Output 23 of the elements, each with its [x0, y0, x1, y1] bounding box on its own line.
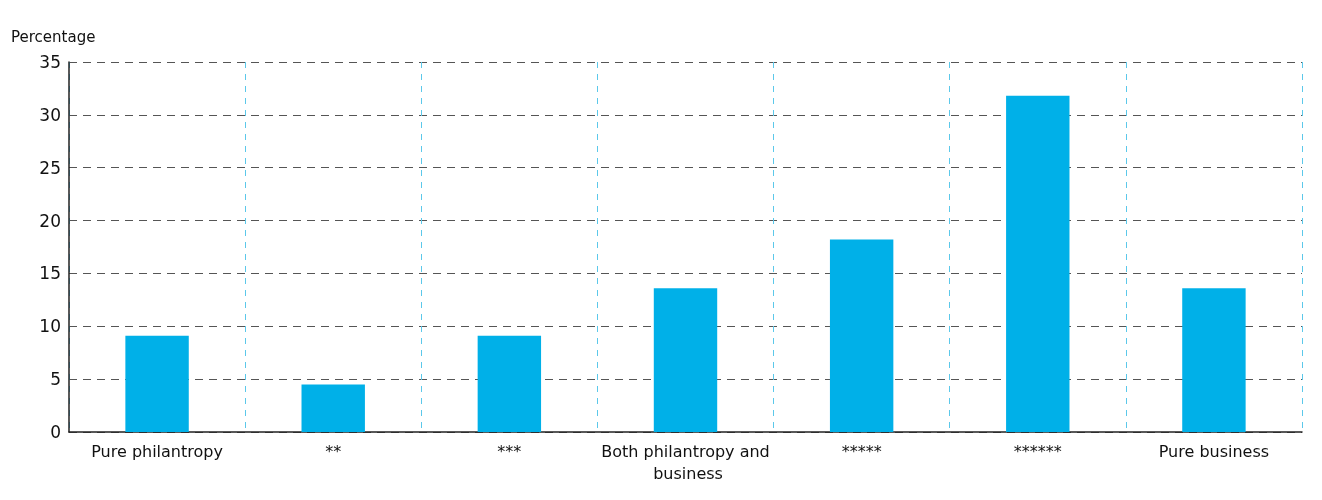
bar: [125, 335, 189, 432]
y-tick-label: 10: [39, 316, 61, 337]
bar: [477, 335, 542, 432]
y-tick-label: 35: [39, 52, 61, 72]
y-tick-label: 20: [39, 210, 61, 231]
x-tick-label: ******: [1013, 441, 1062, 461]
x-tick-label: Both philantropy and business: [601, 441, 770, 483]
bar: [653, 288, 718, 432]
y-tick-label: 5: [50, 369, 61, 390]
bar: [301, 384, 365, 432]
y-axis-title: Percentage: [11, 27, 96, 46]
bar: [1182, 288, 1246, 432]
y-tick-label: 15: [39, 263, 61, 284]
y-tick-label: 25: [39, 157, 61, 178]
bar: [1006, 95, 1070, 432]
bar: [829, 239, 894, 432]
x-tick-label: *****: [841, 441, 882, 461]
x-tick-label: Pure business: [1158, 441, 1270, 461]
y-tick-label: 0: [50, 422, 61, 442]
x-tick-label: Pure philantropy: [91, 441, 223, 461]
x-tick-label: **: [325, 441, 342, 461]
x-tick-label: ***: [497, 441, 522, 461]
y-tick-label: 30: [39, 104, 61, 125]
